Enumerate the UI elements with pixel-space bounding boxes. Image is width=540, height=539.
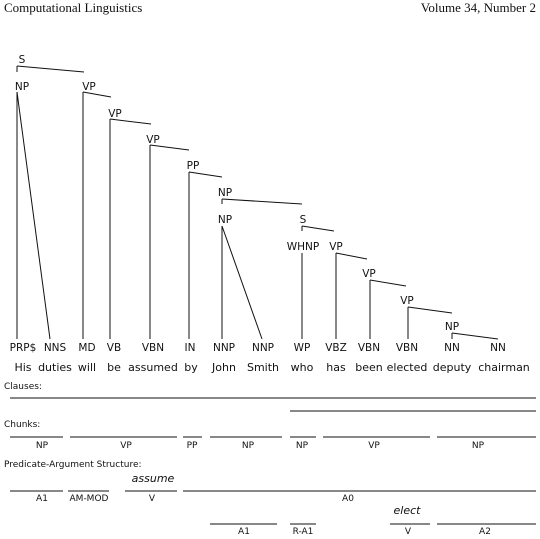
word: by <box>184 361 198 374</box>
chunk-label: PP <box>187 441 198 451</box>
word: deputy <box>433 361 472 374</box>
running-header-left: Computational Linguistics <box>4 0 143 15</box>
pos-tag-row: PRP$ NNS MD VB VBN IN NNP NNP WP VBZ VBN… <box>10 342 506 354</box>
tree-node: S <box>19 54 26 66</box>
chunk-label: NP <box>242 441 255 451</box>
pos-tag: VBN <box>142 342 164 354</box>
pos-tag: NN <box>444 342 460 354</box>
word: assumed <box>128 361 178 374</box>
word: been <box>355 361 383 374</box>
clause-spans <box>10 397 536 412</box>
word: has <box>326 361 346 374</box>
tree-node: VP <box>108 108 122 120</box>
tree-node: S <box>300 214 307 226</box>
predicate-assume: assume <box>132 472 175 485</box>
running-header-right: Volume 34, Number 2 <box>420 0 536 15</box>
word: Smith <box>247 361 279 374</box>
pos-tag: PRP$ <box>10 342 37 354</box>
pos-tag: VBN <box>396 342 418 354</box>
word: duties <box>38 361 72 374</box>
word: who <box>291 361 314 374</box>
pos-tag: VBZ <box>325 342 347 354</box>
argument-label: A1 <box>36 494 48 504</box>
tree-node-labels: S NP VP VP VP PP NP NP S WHNP VP VP VP N… <box>15 54 459 333</box>
pos-tag: IN <box>185 342 196 354</box>
pos-tag: VBN <box>358 342 380 354</box>
argument-label: AM-MOD <box>70 494 109 504</box>
argument-label: V <box>405 527 412 537</box>
tree-node: NP <box>445 321 459 333</box>
word: His <box>14 361 31 374</box>
tree-node: VP <box>329 241 343 253</box>
pos-tag: MD <box>78 342 95 354</box>
argument-labels: A1 AM-MOD V A0 A1 R-A1 V A2 <box>36 494 491 537</box>
predicate-labels: assume elect <box>132 472 421 517</box>
chunk-label: NP <box>296 441 309 451</box>
tree-node: NP <box>218 214 232 226</box>
pos-tag: NN <box>490 342 506 354</box>
tree-node: NP <box>15 81 29 93</box>
tree-node: VP <box>400 295 414 307</box>
tree-node: VP <box>146 134 160 146</box>
tree-node: PP <box>187 160 200 172</box>
argument-label: R-A1 <box>293 527 314 537</box>
predicate-elect: elect <box>394 504 422 517</box>
argument-label: A1 <box>238 527 250 537</box>
pos-tag: NNP <box>252 342 274 354</box>
word: John <box>211 361 236 374</box>
pos-tag: WP <box>294 342 311 354</box>
pas-spans <box>10 490 536 525</box>
tree-node: NP <box>218 187 232 199</box>
pos-tag: NNP <box>213 342 235 354</box>
pas-heading: Predicate-Argument Structure: <box>4 460 142 470</box>
chunk-label: NP <box>36 441 49 451</box>
clauses-heading: Clauses: <box>4 382 42 392</box>
argument-label: V <box>149 494 156 504</box>
word: be <box>107 361 121 374</box>
word: elected <box>387 361 428 374</box>
tree-node: VP <box>82 81 96 93</box>
pos-tag: VB <box>107 342 121 354</box>
argument-label: A0 <box>342 494 354 504</box>
word: will <box>78 361 96 374</box>
chunk-labels: NP VP PP NP NP VP NP <box>36 441 485 451</box>
chunks-heading: Chunks: <box>4 420 41 430</box>
tree-node: VP <box>362 268 376 280</box>
chunk-label: NP <box>472 441 485 451</box>
tree-node: WHNP <box>287 241 319 253</box>
chunk-label: VP <box>368 441 380 451</box>
pos-tag: NNS <box>44 342 67 354</box>
argument-label: A2 <box>479 527 491 537</box>
word: chairman <box>478 361 530 374</box>
tree-edges <box>16 65 499 340</box>
chunk-label: VP <box>120 441 132 451</box>
sentence-words: His duties will be assumed by John Smith… <box>14 361 529 374</box>
